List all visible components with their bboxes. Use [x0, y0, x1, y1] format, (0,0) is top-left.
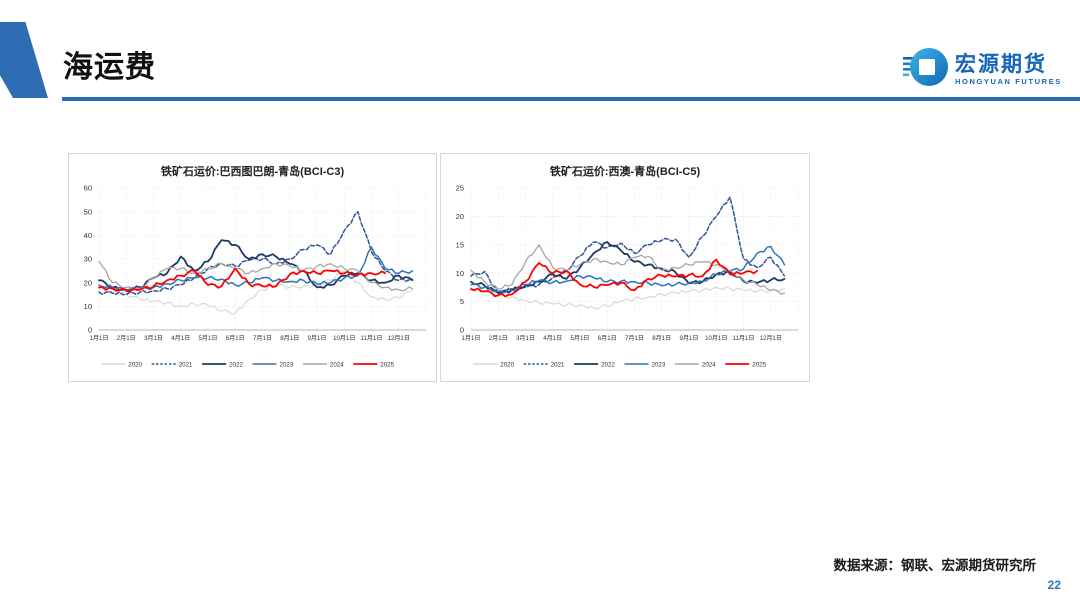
svg-text:5月1日: 5月1日	[571, 335, 590, 342]
chart-panel-bci-c3: 铁矿石运价:巴西图巴朗-青岛(BCI-C3) 0 10 20 30 40 50 60 1月1日…	[68, 153, 437, 382]
svg-text:10: 10	[84, 302, 92, 311]
chart-title: 铁矿石运价:巴西图巴朗-青岛(BCI-C3)	[160, 166, 345, 178]
page-number: 22	[1047, 578, 1061, 592]
svg-text:0: 0	[460, 326, 464, 335]
svg-text:0: 0	[88, 326, 92, 335]
svg-text:9月1日: 9月1日	[680, 335, 699, 342]
svg-text:10月1日: 10月1日	[333, 335, 355, 342]
svg-text:2月1日: 2月1日	[489, 335, 508, 342]
svg-text:1月1日: 1月1日	[462, 335, 481, 342]
svg-text:7月1日: 7月1日	[253, 335, 272, 342]
svg-text:20: 20	[456, 212, 464, 221]
page-title: 海运费	[63, 51, 156, 84]
svg-text:9月1日: 9月1日	[308, 335, 327, 342]
svg-text:6月1日: 6月1日	[226, 335, 245, 342]
svg-text:2020: 2020	[128, 361, 142, 368]
svg-text:25: 25	[456, 184, 464, 193]
header-underline	[62, 97, 1080, 101]
svg-text:2020: 2020	[500, 361, 514, 368]
svg-text:12月1日: 12月1日	[760, 335, 782, 342]
chart-panel-bci-c5: 铁矿石运价:西澳-青岛(BCI-C5) 0 5 10 15 20 25 1月1日 2月1日 3月…	[440, 153, 810, 382]
svg-text:3月1日: 3月1日	[516, 335, 535, 342]
data-source-note: 数据来源：钢联、宏源期货研究所	[833, 558, 1037, 573]
svg-text:50: 50	[84, 207, 92, 216]
hongyuan-logo-icon	[903, 44, 949, 95]
freight-chart-bci-c3: 0 10 20 30 40 50 60 1月1日 2月1日 3月1日 4月1日 5月1日 6月1日 7月1…	[84, 184, 427, 368]
svg-text:4月1日: 4月1日	[171, 335, 190, 342]
svg-text:11月1日: 11月1日	[733, 335, 755, 342]
svg-text:2025: 2025	[380, 361, 394, 368]
svg-text:20: 20	[84, 278, 92, 287]
svg-text:1月1日: 1月1日	[90, 335, 109, 342]
svg-text:2024: 2024	[330, 361, 344, 368]
svg-text:2月1日: 2月1日	[117, 335, 136, 342]
svg-text:6月1日: 6月1日	[598, 335, 617, 342]
company-logo: 宏源期货 HONGYUAN FUTURES	[903, 44, 1062, 95]
svg-text:5: 5	[460, 297, 464, 306]
logo-name-en: HONGYUAN FUTURES	[955, 76, 1062, 86]
svg-text:10: 10	[456, 269, 464, 278]
svg-text:15: 15	[456, 240, 464, 249]
svg-text:3月1日: 3月1日	[144, 335, 163, 342]
svg-text:2024: 2024	[702, 361, 716, 368]
svg-text:40: 40	[84, 231, 92, 240]
logo-name-cn: 宏源期货	[955, 52, 1047, 76]
svg-text:12月1日: 12月1日	[388, 335, 410, 342]
svg-text:30: 30	[84, 255, 92, 264]
svg-text:8月1日: 8月1日	[280, 335, 299, 342]
svg-text:2021: 2021	[551, 361, 565, 368]
svg-text:4月1日: 4月1日	[543, 335, 562, 342]
header-accent-shape	[0, 22, 48, 98]
svg-text:2025: 2025	[752, 361, 766, 368]
svg-text:2022: 2022	[229, 361, 243, 368]
svg-text:2021: 2021	[179, 361, 193, 368]
svg-text:2023: 2023	[652, 361, 666, 368]
svg-text:5月1日: 5月1日	[199, 335, 218, 342]
svg-text:2023: 2023	[280, 361, 294, 368]
svg-text:2022: 2022	[601, 361, 615, 368]
svg-text:11月1日: 11月1日	[361, 335, 383, 342]
svg-text:10月1日: 10月1日	[705, 335, 727, 342]
svg-text:60: 60	[84, 184, 92, 193]
chart-title: 铁矿石运价:西澳-青岛(BCI-C5)	[549, 166, 701, 178]
svg-text:8月1日: 8月1日	[652, 335, 671, 342]
svg-text:7月1日: 7月1日	[625, 335, 644, 342]
